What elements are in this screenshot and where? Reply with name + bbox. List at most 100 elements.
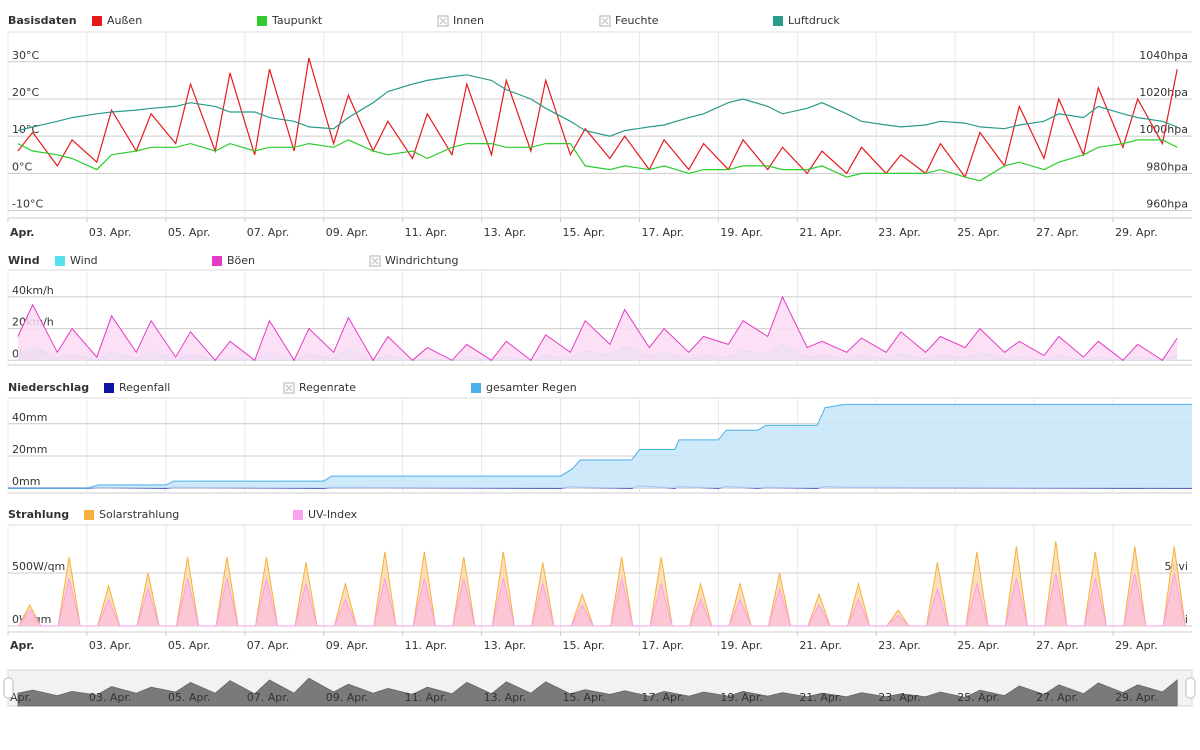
x-tick-label: 17. Apr. xyxy=(641,639,684,652)
y2-tick-label: 1040hpa xyxy=(1139,49,1188,62)
y-tick-label: 0°C xyxy=(12,160,32,173)
navigator-label: 11. Apr. xyxy=(405,691,448,704)
legend-icon-cross xyxy=(439,17,447,25)
legend-icon-cross xyxy=(371,257,379,265)
x-tick-label: 25. Apr. xyxy=(957,226,1000,239)
x-tick-label: Apr. xyxy=(10,639,34,652)
x-tick-label: 29. Apr. xyxy=(1115,639,1158,652)
y-tick-label: 0mm xyxy=(12,475,40,488)
x-tick-label: 11. Apr. xyxy=(405,226,448,239)
x-tick-label: 09. Apr. xyxy=(326,639,369,652)
legend-label: Solarstrahlung xyxy=(99,508,179,521)
x-tick-label: 03. Apr. xyxy=(89,639,132,652)
y-tick-label: 30°C xyxy=(12,49,39,62)
navigator-handle-left xyxy=(3,677,14,699)
series-line xyxy=(17,57,1178,179)
x-tick-label: 13. Apr. xyxy=(484,639,527,652)
x-tick-label: 15. Apr. xyxy=(563,639,606,652)
legend-icon xyxy=(212,256,222,266)
x-tick-label: 21. Apr. xyxy=(799,226,842,239)
navigator-handle-right xyxy=(1185,677,1196,699)
legend-label: gesamter Regen xyxy=(486,381,577,394)
x-tick-label: 25. Apr. xyxy=(957,639,1000,652)
navigator-label: 25. Apr. xyxy=(957,691,1000,704)
legend-label: Außen xyxy=(107,14,142,27)
legend-icon xyxy=(55,256,65,266)
x-tick-label: 11. Apr. xyxy=(405,639,448,652)
y-tick-label: 40mm xyxy=(12,411,47,424)
x-tick-label: 09. Apr. xyxy=(326,226,369,239)
legend-label: Luftdruck xyxy=(788,14,840,27)
legend-label: Wind xyxy=(70,254,98,267)
series-line xyxy=(17,295,1178,362)
navigator-label: 05. Apr. xyxy=(168,691,211,704)
navigator-label: 15. Apr. xyxy=(563,691,606,704)
series-line xyxy=(18,572,1186,627)
legend-label: Taupunkt xyxy=(271,14,323,27)
y-tick-label: 40km/h xyxy=(12,284,54,297)
area xyxy=(8,404,1192,489)
navigator-label: 09. Apr. xyxy=(326,691,369,704)
y2-tick-label: 960hpa xyxy=(1146,198,1188,211)
legend-icon xyxy=(92,16,102,26)
navigator-area xyxy=(17,677,1178,707)
legend-label: Regenfall xyxy=(119,381,170,394)
legend-icon xyxy=(293,510,303,520)
y-tick-label: -10°C xyxy=(12,198,43,211)
x-tick-label: 19. Apr. xyxy=(720,226,763,239)
x-tick-label: 15. Apr. xyxy=(563,226,606,239)
legend-icon xyxy=(257,16,267,26)
y2-tick-label: 1020hpa xyxy=(1139,86,1188,99)
navigator-label: 21. Apr. xyxy=(799,691,842,704)
x-tick-label: 13. Apr. xyxy=(484,226,527,239)
x-tick-label: 17. Apr. xyxy=(641,226,684,239)
y2-tick-label: 1000hpa xyxy=(1139,123,1188,136)
y-tick-label: 20mm xyxy=(12,443,47,456)
legend-label: Böen xyxy=(227,254,255,267)
y-tick-label: 20°C xyxy=(12,86,39,99)
chart-title: Wind xyxy=(8,254,40,267)
legend-icon-cross xyxy=(285,384,293,392)
x-tick-label: 23. Apr. xyxy=(878,226,921,239)
x-tick-label: 21. Apr. xyxy=(799,639,842,652)
series-line xyxy=(8,403,1192,489)
x-tick-label: 07. Apr. xyxy=(247,639,290,652)
navigator-label: 13. Apr. xyxy=(484,691,527,704)
series-line xyxy=(17,139,1178,182)
chart-title: Basisdaten xyxy=(8,14,77,27)
x-tick-label: 05. Apr. xyxy=(168,639,211,652)
x-tick-label: 07. Apr. xyxy=(247,226,290,239)
legend-icon xyxy=(773,16,783,26)
area xyxy=(17,296,1178,361)
navigator-label: Apr. xyxy=(10,691,32,704)
legend-label: UV-Index xyxy=(308,508,358,521)
chart-title: Niederschlag xyxy=(8,381,89,394)
navigator-label: 27. Apr. xyxy=(1036,691,1079,704)
x-tick-label: 19. Apr. xyxy=(720,639,763,652)
navigator-label: 19. Apr. xyxy=(720,691,763,704)
x-tick-label: 05. Apr. xyxy=(168,226,211,239)
x-tick-label: Apr. xyxy=(10,226,34,239)
navigator-label: 07. Apr. xyxy=(247,691,290,704)
legend-icon-cross xyxy=(601,17,609,25)
navigator-label: 03. Apr. xyxy=(89,691,132,704)
chart-title: Strahlung xyxy=(8,508,69,521)
legend-label: Feuchte xyxy=(615,14,659,27)
area xyxy=(18,573,1186,626)
y-tick-label: 500W/qm xyxy=(12,560,65,573)
legend-icon xyxy=(471,383,481,393)
legend-icon xyxy=(84,510,94,520)
legend-label: Innen xyxy=(453,14,484,27)
y-tick-label: 10°C xyxy=(12,123,39,136)
series-line xyxy=(17,74,1178,137)
x-tick-label: 27. Apr. xyxy=(1036,226,1079,239)
legend-label: Windrichtung xyxy=(385,254,458,267)
x-tick-label: 23. Apr. xyxy=(878,639,921,652)
legend-icon xyxy=(104,383,114,393)
y2-tick-label: 980hpa xyxy=(1146,160,1188,173)
navigator-label: 17. Apr. xyxy=(641,691,684,704)
legend-label: Regenrate xyxy=(299,381,356,394)
navigator-label: 23. Apr. xyxy=(878,691,921,704)
x-tick-label: 29. Apr. xyxy=(1115,226,1158,239)
